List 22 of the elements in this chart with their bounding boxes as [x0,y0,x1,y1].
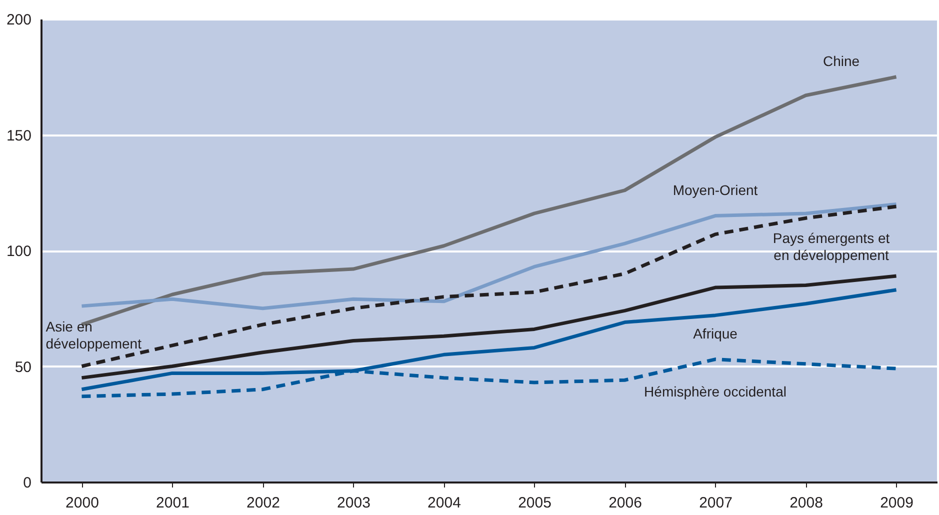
x-tick-label: 2001 [156,494,190,512]
series-label: Moyen-Orient [672,182,758,198]
line-series [80,202,898,310]
y-tick-label: 200 [6,12,32,28]
x-tick-label: 2005 [518,494,552,512]
x-tick-label: 2003 [337,494,370,512]
series-label: Chine [822,52,860,69]
series-label: Asie en développement [46,318,142,352]
y-tick-label: 50 [14,358,32,376]
x-tick-label: 2008 [790,494,823,512]
y-tick-label: 0 [23,474,32,492]
x-tick-label: 2002 [246,494,280,512]
x-tick-label: 2000 [66,494,99,512]
series-label: Pays émergents et en développement [772,230,890,263]
y-tick-label: 150 [6,127,32,144]
x-tick-label: 2007 [699,494,732,512]
x-tick-label: 2009 [880,494,914,512]
series-label: Afrique [693,325,738,342]
x-tick-label: 2006 [608,494,642,512]
series-label: Hémisphère occidental [644,383,786,400]
x-tick-label: 2004 [428,494,461,512]
y-tick-label: 100 [6,243,32,260]
